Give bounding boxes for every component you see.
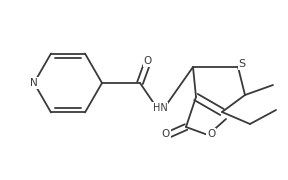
Text: HN: HN	[153, 103, 167, 113]
Text: O: O	[162, 129, 170, 139]
Text: N: N	[30, 78, 38, 88]
Text: O: O	[144, 56, 152, 66]
Text: O: O	[207, 129, 215, 139]
Text: S: S	[238, 59, 246, 69]
